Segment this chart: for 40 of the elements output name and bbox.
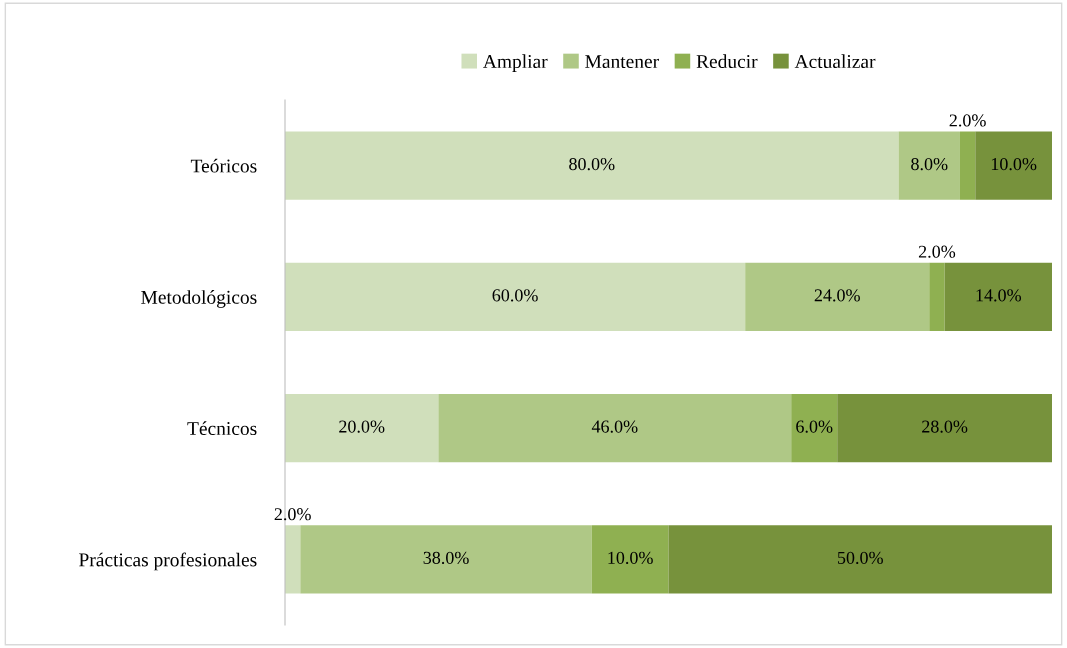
legend-label: Mantener — [585, 55, 659, 69]
bar — [300, 525, 592, 594]
bar — [837, 394, 1052, 463]
legend-label: Reducir — [696, 54, 758, 69]
data-label: 24.0% — [814, 289, 860, 302]
data-label: 50.0% — [837, 551, 883, 564]
data-label: 14.0% — [976, 289, 1022, 302]
bar — [668, 525, 1052, 594]
bar — [591, 525, 669, 594]
bar — [745, 262, 930, 331]
bar — [975, 131, 1052, 200]
data-label: 6.0% — [796, 420, 833, 433]
bar — [438, 394, 792, 463]
data-label: 2.0% — [274, 508, 311, 521]
data-label: 8.0% — [911, 157, 948, 171]
y-tick-label: Técnicos — [187, 421, 257, 436]
data-label: 28.0% — [922, 420, 968, 433]
bar — [959, 131, 976, 200]
data-label: 38.0% — [423, 551, 469, 564]
y-tick-label: Teóricos — [190, 158, 257, 173]
legend-label: Ampliar — [483, 54, 548, 72]
data-label: 2.0% — [918, 245, 956, 258]
bar — [285, 131, 899, 200]
y-tick-label: Metodológicos — [141, 290, 257, 308]
bar — [898, 131, 960, 200]
y-tick-label: Prácticas profesionales — [79, 552, 257, 571]
data-label: 20.0% — [339, 420, 385, 433]
bar — [929, 262, 945, 331]
bar — [285, 262, 746, 331]
data-label: 80.0% — [569, 157, 615, 171]
data-label: 10.0% — [608, 551, 653, 564]
legend-label: Actualizar — [794, 54, 876, 69]
bar — [791, 394, 838, 463]
data-label: 46.0% — [591, 420, 638, 433]
bar — [285, 525, 301, 594]
data-label: 60.0% — [492, 289, 538, 302]
bar — [285, 394, 439, 463]
data-label: 2.0% — [949, 114, 986, 127]
data-label: 10.0% — [991, 157, 1037, 171]
bar — [944, 262, 1052, 331]
